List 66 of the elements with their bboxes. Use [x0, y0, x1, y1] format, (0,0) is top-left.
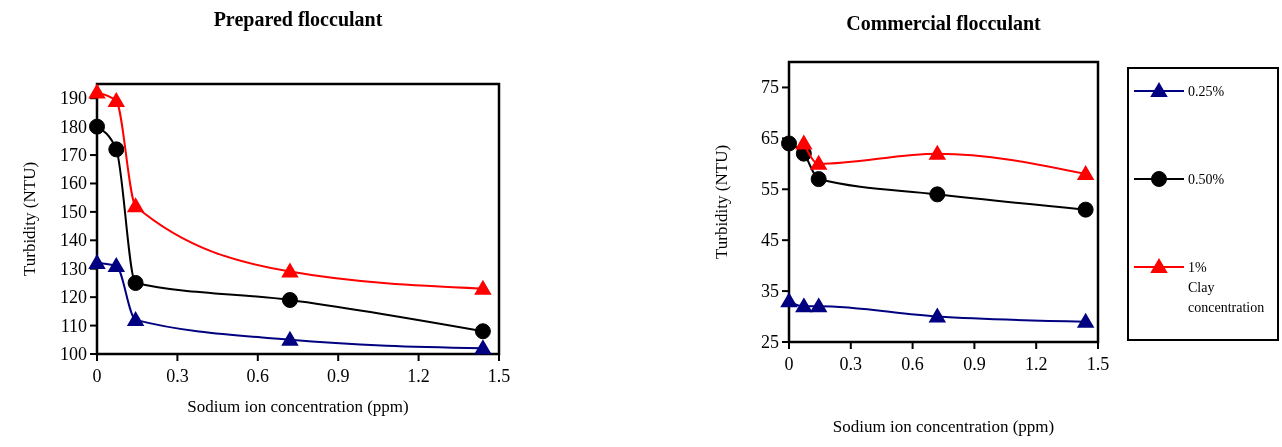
y-tick-label: 100 [60, 344, 87, 364]
y-axis-title: Turbidity (NTU) [20, 161, 39, 277]
y-tick-label: 180 [60, 116, 87, 137]
point [929, 186, 946, 203]
x-tick-label: 1.2 [1024, 354, 1048, 374]
point [89, 118, 105, 135]
point [810, 155, 827, 170]
legend-title: Clay concentration [1188, 280, 1265, 315]
point [474, 323, 491, 340]
point [108, 93, 125, 108]
point [281, 263, 298, 278]
point [281, 292, 298, 308]
point [929, 308, 946, 323]
y-tick-label: 130 [60, 258, 87, 279]
x-tick-label: 0.3 [166, 366, 189, 386]
x-tick-label: 0 [92, 366, 102, 386]
y-tick-label: 65 [761, 128, 779, 149]
point [1077, 166, 1094, 180]
point [281, 331, 298, 346]
y-axis-title: Turbidity (NTU) [712, 144, 731, 260]
x-axis-title: Sodium ion concentration (ppm) [187, 397, 409, 416]
point [127, 274, 144, 291]
x-tick-label: 0.3 [839, 354, 863, 374]
y-tick-label: 55 [761, 179, 779, 200]
legend-label: 1% [1188, 260, 1207, 275]
point [781, 135, 797, 152]
x-tick-label: 1.5 [1086, 354, 1110, 374]
y-tick-label: 110 [60, 315, 87, 336]
point [781, 293, 797, 308]
point [929, 145, 946, 160]
x-tick-label: 0.6 [246, 366, 270, 386]
y-tick-label: 35 [761, 281, 779, 302]
point [474, 280, 491, 295]
x-tick-label: 1.2 [407, 366, 430, 386]
x-tick-label: 0.6 [901, 354, 924, 374]
point [1077, 313, 1094, 328]
y-tick-label: 170 [60, 145, 87, 166]
y-tick-label: 120 [60, 287, 87, 308]
legend-label: 0.50% [1188, 172, 1225, 187]
chart-title: Commercial flocculant [846, 12, 1042, 34]
y-tick-label: 45 [761, 230, 779, 251]
y-tick-label: 150 [60, 201, 87, 222]
point [127, 311, 144, 326]
y-tick-label: 140 [60, 230, 87, 251]
y-tick-label: 190 [60, 88, 87, 109]
point [810, 171, 827, 188]
point [474, 340, 491, 355]
point [108, 141, 125, 158]
x-axis-title: Sodium ion concentration (ppm) [832, 417, 1055, 436]
y-tick-label: 25 [761, 332, 779, 352]
point [89, 84, 105, 99]
point [795, 135, 812, 150]
x-tick-label: 0.9 [963, 354, 986, 374]
x-tick-label: 0.9 [326, 366, 350, 386]
legend-label: 0.25% [1188, 84, 1225, 99]
chart-title: Prepared flocculant [213, 8, 383, 31]
point [89, 255, 105, 270]
y-tick-label: 75 [761, 77, 779, 98]
x-tick-label: 1.5 [487, 366, 511, 386]
x-tick-label: 0 [784, 354, 794, 374]
y-tick-label: 160 [60, 173, 87, 194]
point [1077, 201, 1094, 218]
point [810, 298, 827, 313]
point [795, 298, 812, 313]
point [127, 198, 144, 213]
point [108, 257, 125, 272]
